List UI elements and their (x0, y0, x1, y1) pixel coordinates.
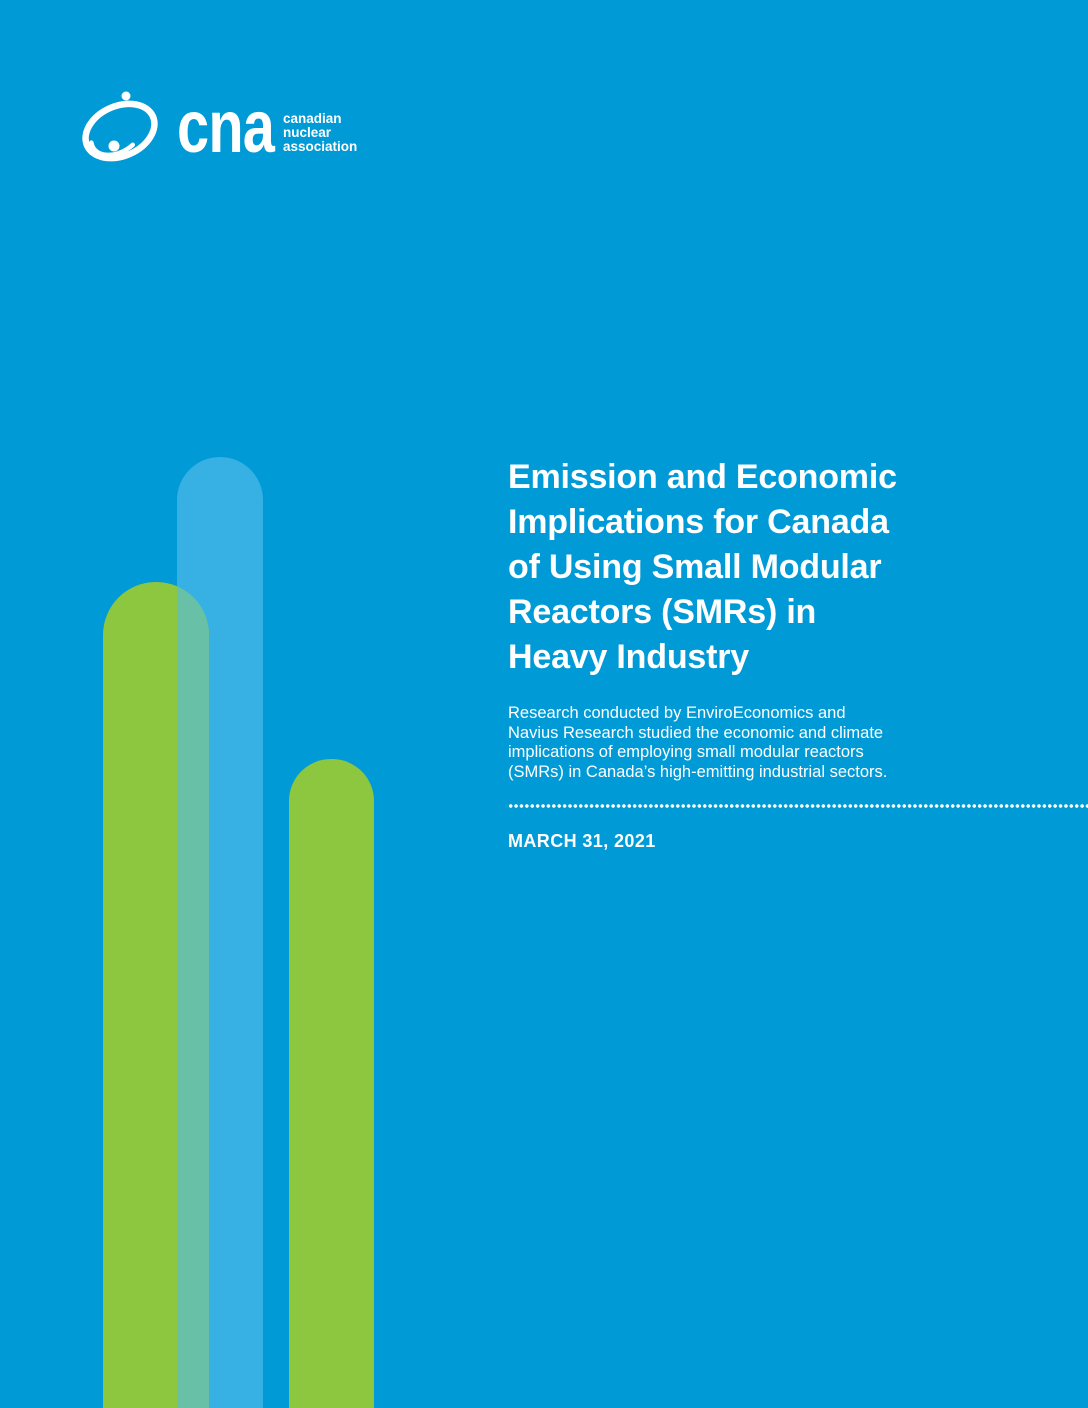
report-title: Emission and Economic Implications for C… (508, 458, 897, 676)
atom-orbit-icon (82, 91, 158, 162)
report-subtitle: Research conducted by EnviroEconomics an… (508, 704, 888, 781)
decorative-bar-teal-overlap (177, 582, 209, 1408)
decorative-bar-green-short (289, 759, 374, 1408)
cna-wordmark: cna (177, 85, 275, 168)
organization-name: canadian nuclear association (283, 111, 358, 154)
report-date: MARCH 31, 2021 (508, 831, 656, 851)
dotted-divider (508, 803, 1088, 809)
